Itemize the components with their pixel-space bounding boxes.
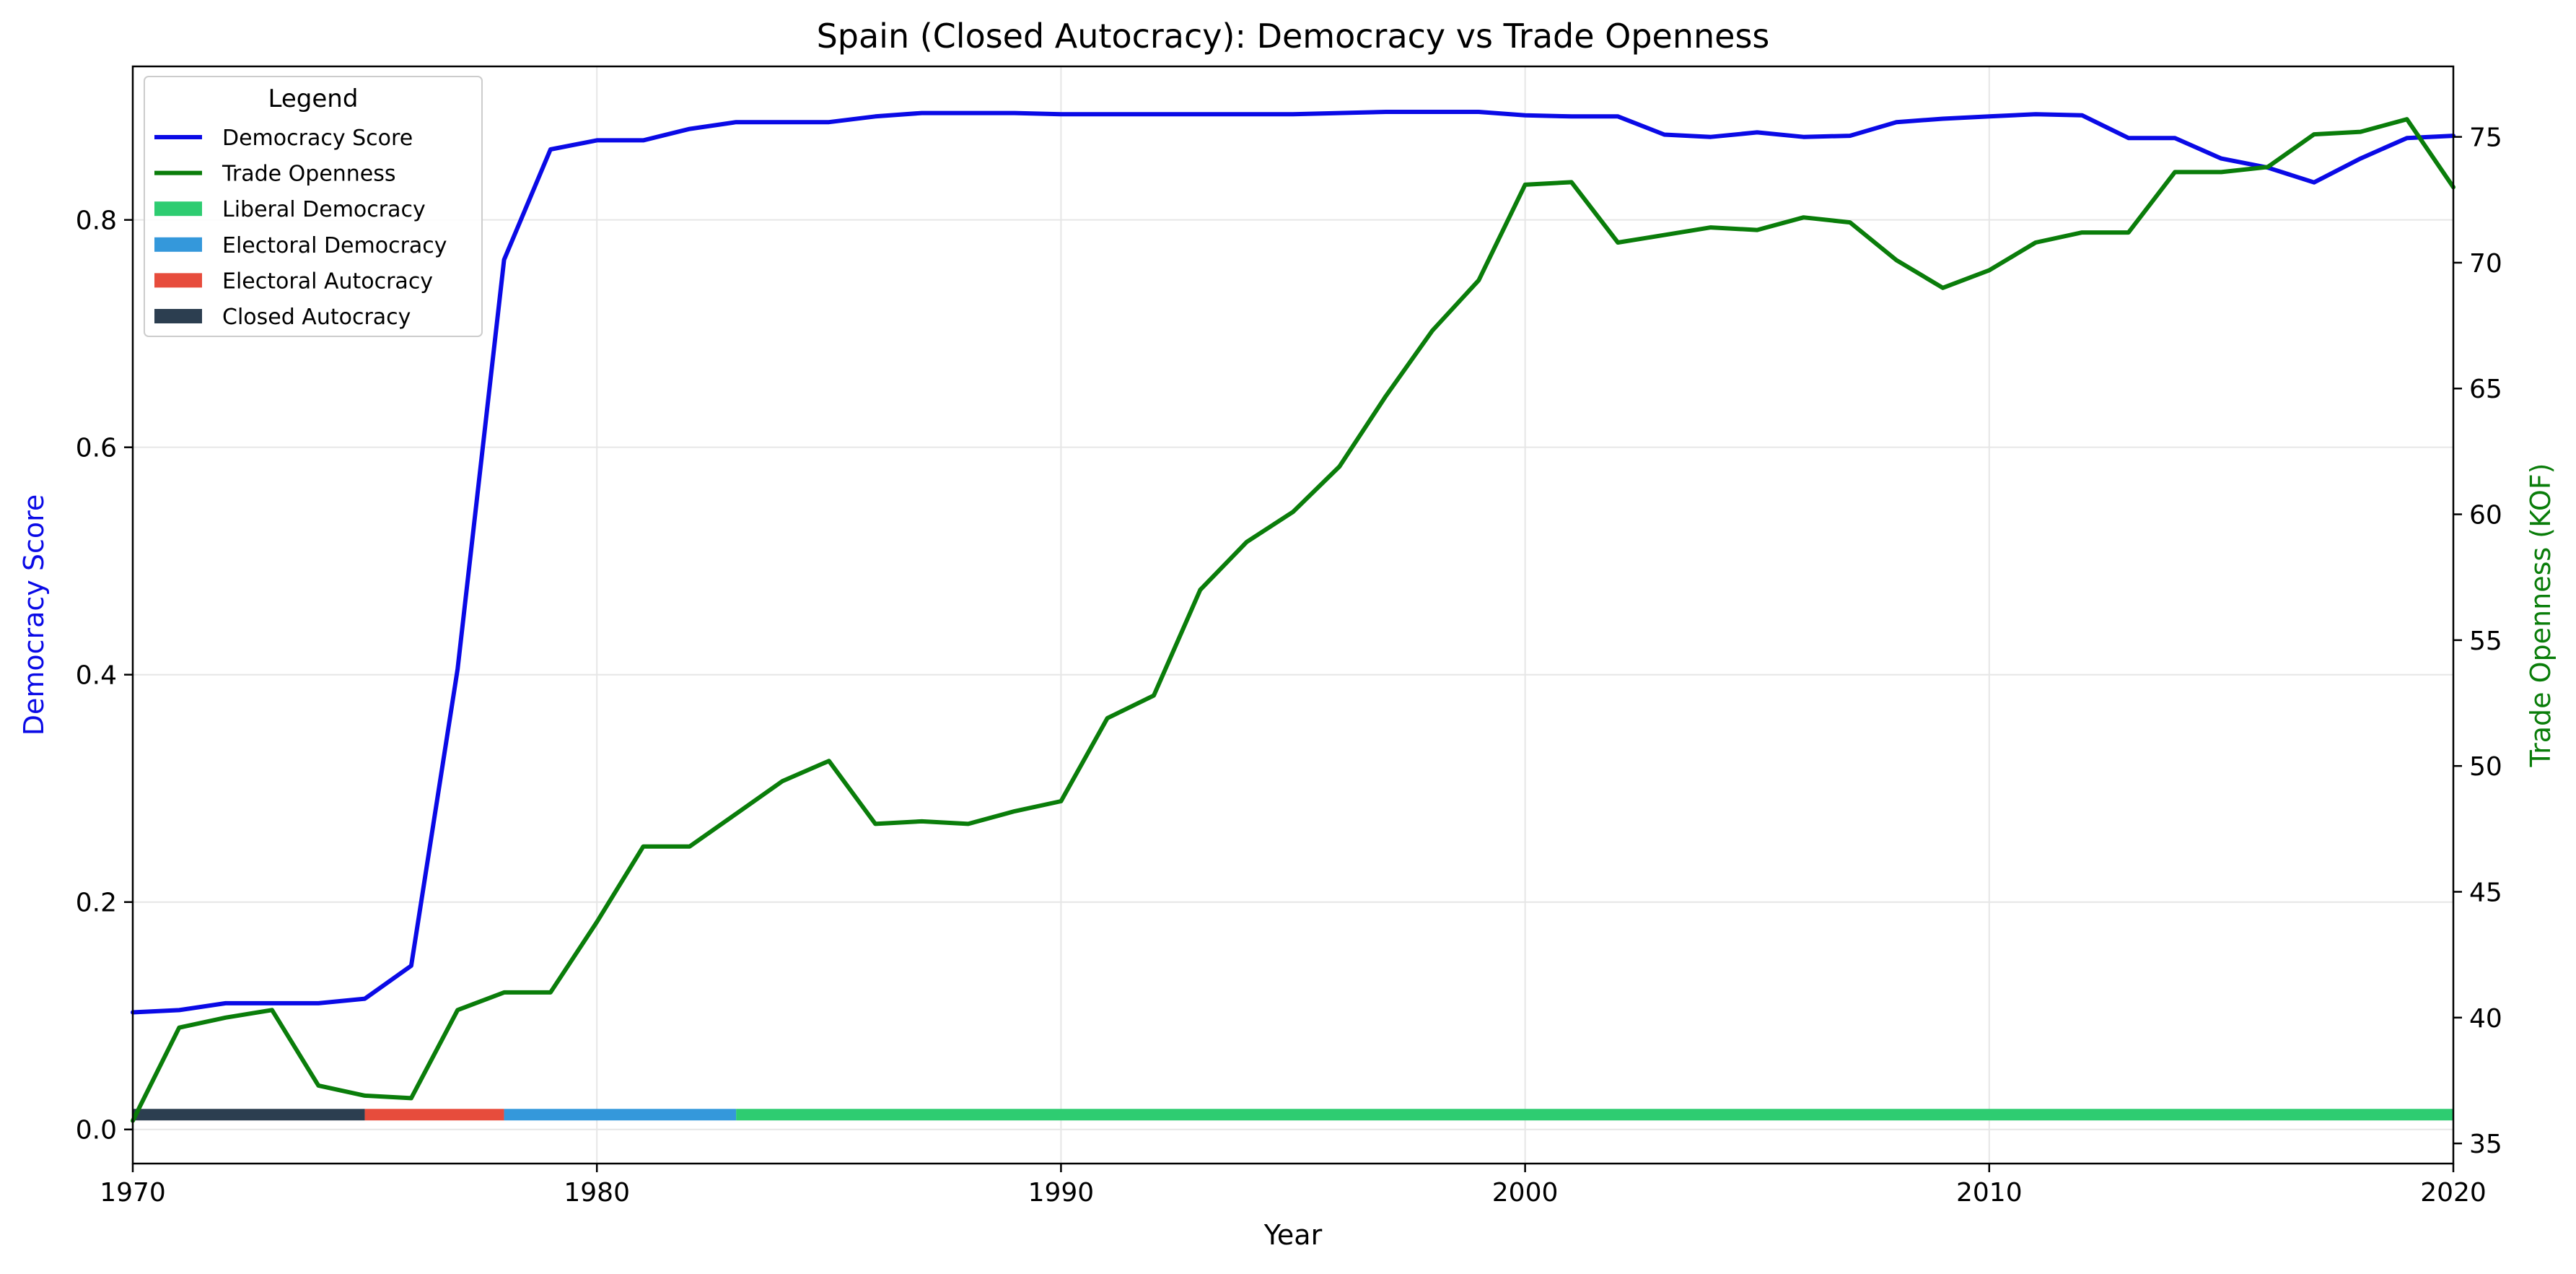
right-tick-label: 55 [2469, 627, 2502, 656]
right-tick-label: 60 [2469, 501, 2502, 531]
right-tick-label: 35 [2469, 1130, 2502, 1159]
left-tick-label: 0.6 [76, 434, 117, 463]
plot-frame [131, 65, 2455, 1165]
right-tick-label: 70 [2469, 249, 2502, 279]
legend-items: Democracy Score Trade Openness Liberal Dem… [154, 126, 447, 330]
right-tick-label: 50 [2469, 752, 2502, 782]
series-line [131, 110, 2455, 1015]
x-tick-label: 1980 [564, 1178, 630, 1208]
series-line [131, 117, 2455, 1123]
left-tick-label: 0.0 [76, 1116, 117, 1146]
legend: Legend Democracy Score Trade Openness Libe… [144, 76, 483, 337]
legend-swatch-patch [154, 237, 202, 252]
legend-label: Trade Openness [222, 162, 396, 187]
left-tick-label: 0.4 [76, 661, 117, 691]
legend-label: Democracy Score [222, 126, 413, 151]
right-axis-ticks: 35 40 45 50 55 60 65 70 75 [2453, 123, 2502, 1159]
x-tick-label: 2000 [1492, 1178, 1559, 1208]
right-tick-label: 65 [2469, 375, 2502, 404]
legend-label: Electoral Autocracy [222, 269, 433, 294]
x-tick-label: 1970 [100, 1178, 166, 1208]
left-axis-label: Democracy Score [18, 494, 50, 736]
right-tick-label: 75 [2469, 123, 2502, 153]
left-tick-label: 0.8 [76, 206, 117, 236]
right-tick-label: 40 [2469, 1004, 2502, 1034]
x-tick-label: 1990 [1028, 1178, 1095, 1208]
legend-swatch-patch [154, 273, 202, 288]
left-tick-label: 0.2 [76, 889, 117, 918]
legend-label: Liberal Democracy [222, 197, 426, 222]
legend-box [144, 76, 483, 337]
left-axis-ticks: 0.0 0.2 0.4 0.6 0.8 [76, 206, 133, 1146]
x-tick-label: 2010 [1956, 1178, 2023, 1208]
right-axis-label: Trade Openness (KOF) [2525, 463, 2557, 767]
legend-swatch-patch [154, 201, 202, 217]
grid [132, 66, 2454, 1164]
legend-swatch-patch [154, 309, 202, 323]
series-lines [131, 110, 2455, 1123]
legend-label: Electoral Democracy [222, 233, 447, 258]
x-axis-ticks: 1970 1980 1990 2000 2010 2020 [100, 1164, 2487, 1208]
right-tick-label: 45 [2469, 878, 2502, 907]
chart-title: Spain (Closed Autocracy): Democracy vs T… [817, 17, 1770, 56]
legend-title: Legend [268, 84, 359, 113]
legend-label: Closed Autocracy [222, 305, 411, 330]
x-axis-label: Year [1263, 1219, 1323, 1251]
x-tick-label: 2020 [2420, 1178, 2487, 1208]
